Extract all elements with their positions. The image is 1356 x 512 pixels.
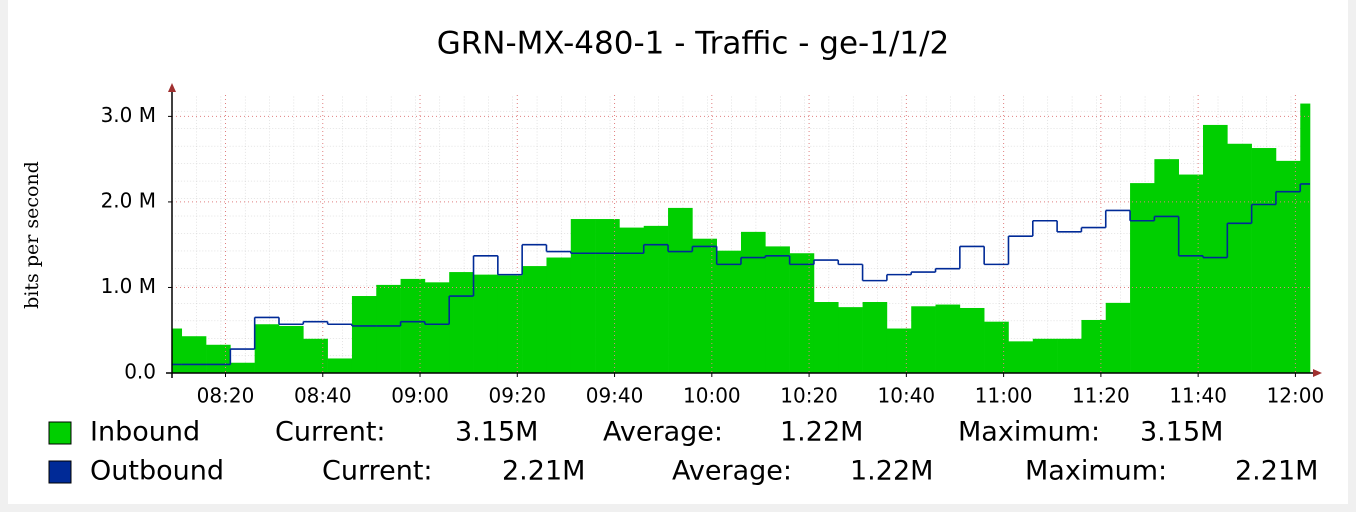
y-tick-label: 2.0 M xyxy=(101,188,156,212)
x-tick-label: 09:40 xyxy=(586,384,644,408)
inbound-step xyxy=(546,257,572,373)
inbound-step xyxy=(716,250,742,373)
inbound-step xyxy=(424,282,450,373)
inbound-step xyxy=(497,275,523,373)
inbound-step xyxy=(619,227,645,373)
step-connector xyxy=(229,183,1302,365)
inbound-step xyxy=(741,231,766,373)
inbound-step xyxy=(1275,160,1301,373)
inbound-step xyxy=(911,306,936,373)
y-tick-label: 1.0 M xyxy=(101,274,156,298)
inbound-step xyxy=(1178,174,1204,373)
inbound-step xyxy=(1251,148,1277,373)
inbound-step xyxy=(172,328,183,373)
inbound-step xyxy=(1154,159,1179,373)
x-tick-label: 11:20 xyxy=(1072,384,1130,408)
legend-stat-label: Maximum: xyxy=(1025,456,1167,487)
x-tick-label: 10:20 xyxy=(780,384,838,408)
inbound-step xyxy=(303,338,328,373)
inbound-step xyxy=(935,304,961,373)
y-arrow xyxy=(168,83,176,92)
inbound-step xyxy=(838,307,863,373)
y-tick-label: 3.0 M xyxy=(101,103,156,127)
inbound-step xyxy=(1105,302,1131,373)
inbound-step xyxy=(1130,183,1155,373)
inbound-step xyxy=(1081,319,1107,373)
x-tick-label: 08:40 xyxy=(294,384,352,408)
inbound-step xyxy=(230,362,255,373)
x-tick-label: 10:00 xyxy=(683,384,741,408)
inbound-step xyxy=(522,266,547,373)
legend-stat-value: 2.21M xyxy=(1235,456,1318,487)
inbound-step xyxy=(984,321,1009,373)
x-arrow xyxy=(1313,369,1322,377)
inbound-step xyxy=(1057,338,1082,373)
legend-stat-label: Average: xyxy=(603,417,723,448)
legend-stat-value: 2.21M xyxy=(502,456,585,487)
inbound-step xyxy=(278,325,304,373)
inbound-step xyxy=(1032,338,1058,373)
inbound-step xyxy=(643,225,669,373)
inbound-step xyxy=(813,302,839,373)
inbound-step xyxy=(692,238,717,373)
x-tick-label: 09:20 xyxy=(488,384,546,408)
y-tick-label: 0.0 xyxy=(124,360,156,384)
y-axis-label: bits per second xyxy=(21,161,43,309)
inbound-step xyxy=(765,246,790,373)
inbound-step xyxy=(449,272,474,373)
legend-stat-value: 3.15M xyxy=(455,417,538,448)
x-tick-label: 08:20 xyxy=(197,384,255,408)
x-tick-label: 11:00 xyxy=(975,384,1033,408)
x-tick-label: 12:00 xyxy=(1267,384,1325,408)
legend-stat-value: 3.15M xyxy=(1140,417,1223,448)
inbound-step xyxy=(595,219,620,373)
inbound-step xyxy=(1300,103,1311,374)
legend-stat-value: 1.22M xyxy=(850,456,933,487)
inbound-step xyxy=(668,207,693,373)
legend-stat-label: Current: xyxy=(275,417,386,448)
legend-stat-label: Average: xyxy=(672,456,792,487)
inbound-step xyxy=(473,274,499,373)
inbound-step xyxy=(1203,124,1228,373)
plot xyxy=(172,95,1311,374)
chart-title: GRN-MX-480-1 - Traffic - ge-1/1/2 xyxy=(437,26,950,62)
inbound-step xyxy=(959,307,985,373)
x-tick-label: 11:40 xyxy=(1169,384,1227,408)
inbound-step xyxy=(327,358,353,373)
inbound-step xyxy=(376,284,401,373)
inbound-step xyxy=(206,344,231,373)
legend-swatch xyxy=(48,460,72,484)
inbound-step xyxy=(181,336,207,373)
inbound-step xyxy=(400,278,426,373)
x-tick-label: 10:40 xyxy=(878,384,936,408)
legend-label: Inbound xyxy=(90,417,200,448)
inbound-step xyxy=(254,324,280,373)
inbound-step xyxy=(886,328,912,373)
inbound-step xyxy=(351,296,377,373)
x-tick-label: 09:00 xyxy=(391,384,449,408)
legend-stat-label: Maximum: xyxy=(958,417,1100,448)
legend-swatch xyxy=(48,421,72,445)
legend: Inbound Current: 3.15M Average: 1.22M Maximum… xyxy=(48,417,1318,487)
inbound-step xyxy=(862,302,888,373)
inbound-step xyxy=(1008,341,1034,373)
legend-stat-label: Current: xyxy=(322,456,433,487)
inbound-step xyxy=(789,253,815,373)
legend-label: Outbound xyxy=(90,456,224,487)
inbound-step xyxy=(570,219,596,373)
inbound-step xyxy=(1227,143,1252,373)
legend-stat-value: 1.22M xyxy=(780,417,863,448)
